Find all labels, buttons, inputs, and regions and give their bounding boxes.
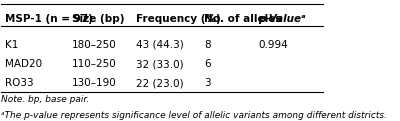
Text: MAD20: MAD20: [5, 59, 42, 69]
Text: 22 (23.0): 22 (23.0): [136, 78, 184, 88]
Text: 32 (33.0): 32 (33.0): [136, 59, 184, 69]
Text: MSP-1 (n = 97): MSP-1 (n = 97): [5, 14, 92, 24]
Text: ᵃThe p-value represents significance level of allelic variants among different d: ᵃThe p-value represents significance lev…: [1, 111, 387, 120]
Text: Size (bp): Size (bp): [72, 14, 124, 24]
Text: p-Valueᵃ: p-Valueᵃ: [258, 14, 306, 24]
Text: 180–250: 180–250: [72, 40, 117, 50]
Text: 110–250: 110–250: [72, 59, 117, 69]
Text: 130–190: 130–190: [72, 78, 117, 88]
Text: 6: 6: [204, 59, 210, 69]
Text: 3: 3: [204, 78, 210, 88]
Text: 0.994: 0.994: [258, 40, 288, 50]
Text: 8: 8: [204, 40, 210, 50]
Text: K1: K1: [5, 40, 18, 50]
Text: RO33: RO33: [5, 78, 33, 88]
Text: 43 (44.3): 43 (44.3): [136, 40, 184, 50]
Text: Frequency (%): Frequency (%): [136, 14, 221, 24]
Text: Note. bp, base pair.: Note. bp, base pair.: [1, 95, 90, 104]
Text: No. of alleles: No. of alleles: [204, 14, 281, 24]
